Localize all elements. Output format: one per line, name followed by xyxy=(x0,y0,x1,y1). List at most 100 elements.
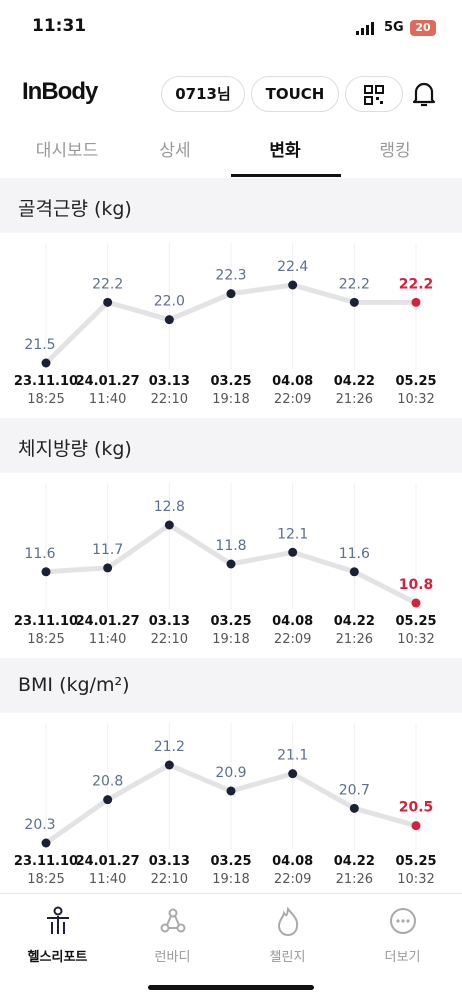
nav-item[interactable]: 런바디 xyxy=(115,906,230,965)
time-label: 10:32 xyxy=(397,392,434,407)
time-label: 22:09 xyxy=(274,392,311,407)
value-label: 22.0 xyxy=(154,294,185,310)
user-button[interactable]: 0713님 xyxy=(161,76,245,112)
data-point xyxy=(226,786,236,796)
value-label: 11.6 xyxy=(24,546,55,562)
value-label: 22.3 xyxy=(215,268,246,284)
chart-title: BMI (kg/m²) xyxy=(18,674,130,696)
date-label: 04.08 xyxy=(272,614,313,629)
time-label: 11:40 xyxy=(89,632,126,647)
nav-label: 더보기 xyxy=(384,950,421,965)
data-point xyxy=(411,821,421,831)
date-label: 03.13 xyxy=(149,374,190,389)
date-label: 03.25 xyxy=(210,374,251,389)
logo[interactable]: InBody xyxy=(22,78,98,105)
value-label: 20.9 xyxy=(215,765,246,781)
time-label: 21:26 xyxy=(336,632,373,647)
qr-button[interactable] xyxy=(345,76,403,112)
nav-item[interactable]: 더보기 xyxy=(345,906,460,965)
nav-label: 헬스리포트 xyxy=(27,950,88,965)
tab-indicator xyxy=(231,174,341,177)
nav-label: 런바디 xyxy=(154,950,191,965)
date-label: 05.25 xyxy=(395,854,436,869)
value-label: 20.7 xyxy=(339,782,370,798)
value-label: 21.1 xyxy=(277,748,308,764)
section-header: BMI (kg/m²) xyxy=(0,658,462,713)
tab-bar: 대시보드 상세 변화 랭킹 xyxy=(0,122,462,179)
data-point xyxy=(41,567,51,577)
data-point xyxy=(164,315,174,325)
qr-icon xyxy=(364,84,384,105)
data-point xyxy=(164,760,174,770)
date-label: 23.11.10 xyxy=(14,374,78,389)
time-label: 21:26 xyxy=(336,392,373,407)
time-label: 22:10 xyxy=(151,632,188,647)
network: 5G xyxy=(384,20,404,35)
date-label: 04.22 xyxy=(334,854,375,869)
time-label: 18:25 xyxy=(27,392,64,407)
time-label: 11:40 xyxy=(89,392,126,407)
chart: 21.5 23.11.10 18:25 22.2 24.01.27 11:40 22.0 03… xyxy=(14,243,437,407)
tab[interactable]: 상세 xyxy=(159,141,191,161)
bell-icon[interactable] xyxy=(411,80,437,108)
status-bar: 11:31 5G 20 xyxy=(0,0,462,58)
date-label: 23.11.10 xyxy=(14,614,78,629)
chart-title: 체지방량 (kg) xyxy=(18,438,132,460)
time-label: 22:09 xyxy=(274,632,311,647)
date-label: 05.25 xyxy=(395,614,436,629)
tab-active[interactable]: 변화 xyxy=(269,141,301,161)
touch-button[interactable]: TOUCH xyxy=(251,76,339,112)
time-label: 18:25 xyxy=(27,632,64,647)
date-label: 24.01.27 xyxy=(76,614,140,629)
challenge-icon xyxy=(277,906,298,936)
bottom-nav: 헬스리포트 런바디 챌린지 더보기 xyxy=(0,893,462,1001)
time-label: 10:32 xyxy=(397,872,434,887)
value-label: 11.8 xyxy=(215,538,246,554)
value-label: 20.3 xyxy=(24,817,55,833)
data-point xyxy=(103,563,113,573)
tab[interactable]: 랭킹 xyxy=(379,141,411,161)
tab[interactable]: 대시보드 xyxy=(35,141,99,161)
value-label: 22.4 xyxy=(277,259,308,275)
date-label: 24.01.27 xyxy=(76,374,140,389)
data-point xyxy=(349,567,359,577)
value-label: 12.8 xyxy=(154,499,185,515)
value-label: 21.2 xyxy=(154,739,185,755)
nav-item[interactable]: 헬스리포트 xyxy=(0,906,115,965)
value-label: 11.7 xyxy=(92,542,123,558)
runbody-icon xyxy=(160,908,185,933)
time-label: 22:10 xyxy=(151,872,188,887)
date-label: 03.13 xyxy=(149,854,190,869)
data-point xyxy=(288,280,298,290)
home-indicator xyxy=(148,985,314,990)
data-point xyxy=(103,297,113,307)
date-label: 04.22 xyxy=(334,374,375,389)
data-point xyxy=(41,838,51,848)
date-label: 05.25 xyxy=(395,374,436,389)
value-label: 20.8 xyxy=(92,774,123,790)
date-label: 03.25 xyxy=(210,614,251,629)
time-label: 18:25 xyxy=(27,872,64,887)
time-label: 19:18 xyxy=(212,632,249,647)
time-label: 19:18 xyxy=(212,872,249,887)
clock: 11:31 xyxy=(32,16,87,36)
value-label: 22.2 xyxy=(339,276,370,292)
date-label: 03.13 xyxy=(149,614,190,629)
section-header: 체지방량 (kg) xyxy=(0,418,462,473)
more-icon xyxy=(389,908,416,934)
chart-title: 골격근량 (kg) xyxy=(18,198,132,220)
data-point xyxy=(164,520,174,530)
chart: 20.3 23.11.10 18:25 20.8 24.01.27 11:40 21.2 03… xyxy=(14,723,437,887)
data-point xyxy=(411,297,421,307)
nav-item[interactable]: 챌린지 xyxy=(230,906,345,965)
section-header: 골격근량 (kg) xyxy=(0,178,462,233)
value-label: 22.2 xyxy=(399,276,434,292)
value-label: 22.2 xyxy=(92,276,123,292)
time-label: 21:26 xyxy=(336,872,373,887)
chart: 11.6 23.11.10 18:25 11.7 24.01.27 11:40 12.8 03… xyxy=(14,483,437,647)
nav-label: 챌린지 xyxy=(269,950,306,965)
value-label: 11.6 xyxy=(339,546,370,562)
time-label: 22:09 xyxy=(274,872,311,887)
report-icon xyxy=(46,906,69,934)
value-label: 12.1 xyxy=(277,526,308,542)
